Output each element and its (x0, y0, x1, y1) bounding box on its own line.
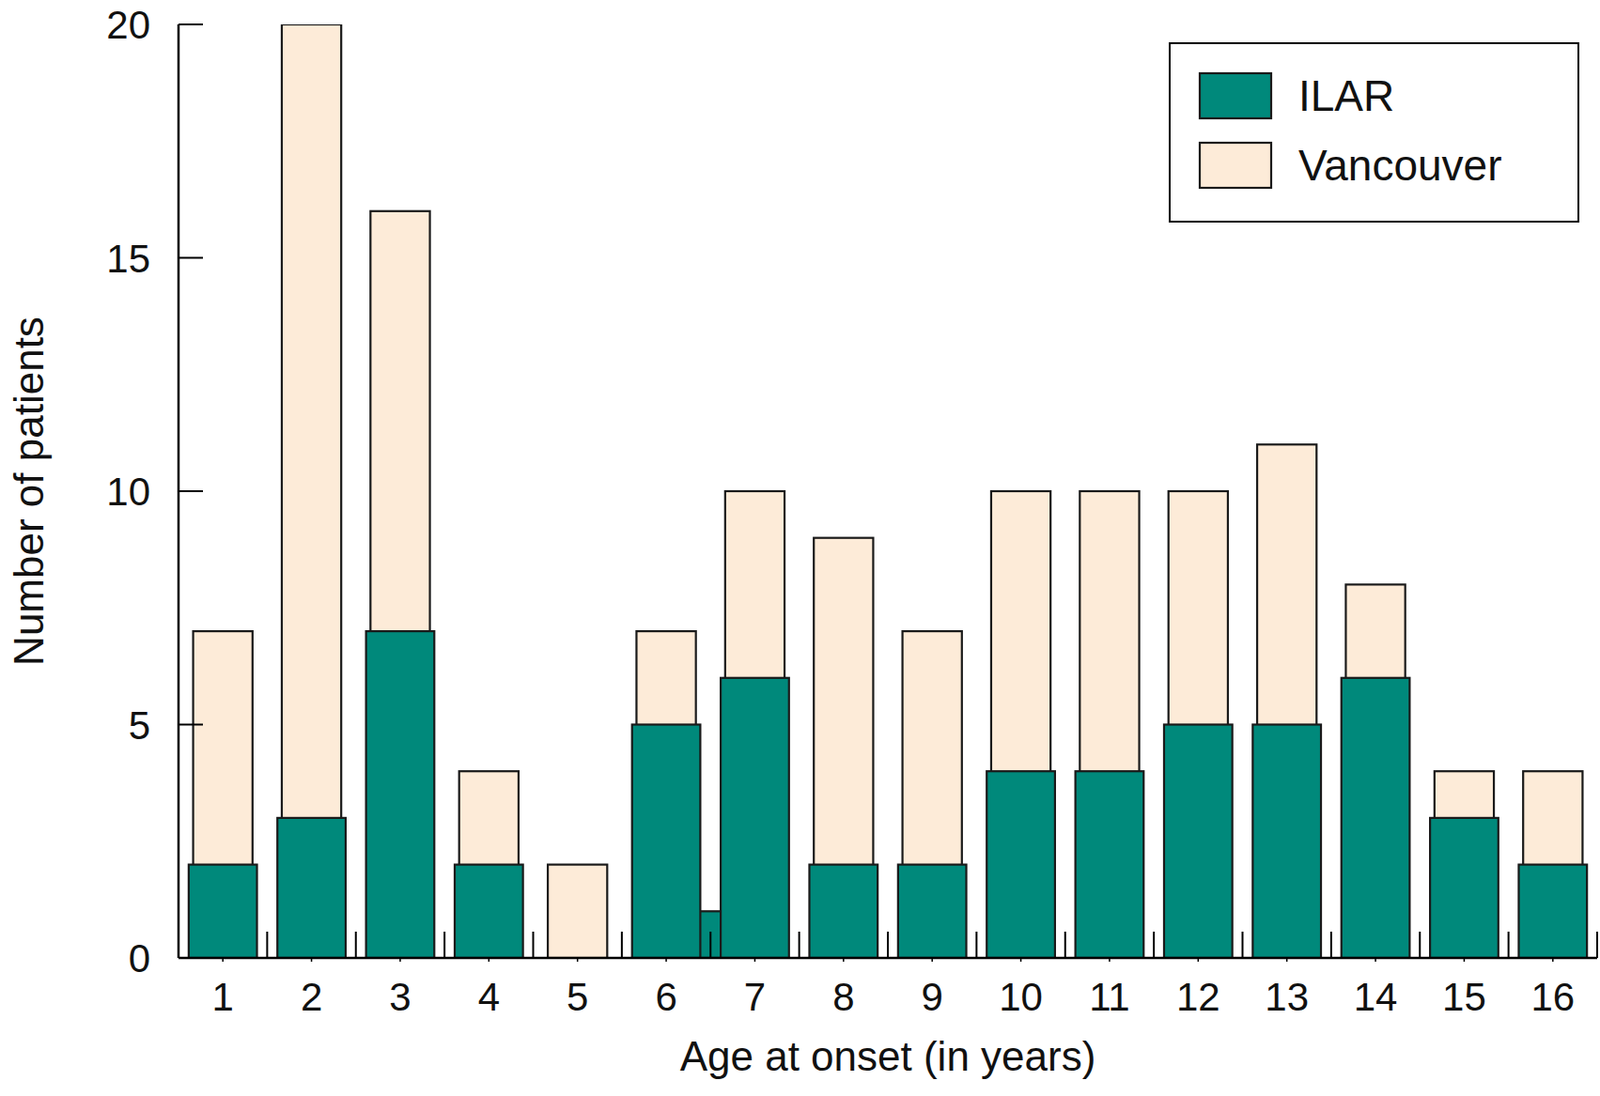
legend-swatch (1199, 73, 1272, 119)
x-tick (931, 958, 933, 963)
chart: 0510152012345678910111213141516Age at on… (0, 0, 1600, 1096)
separator (1064, 932, 1067, 959)
x-tick-label: 4 (478, 975, 500, 1020)
separator (1242, 932, 1244, 959)
x-tick-label: 13 (1264, 975, 1309, 1020)
separator (1507, 932, 1510, 959)
separator (1152, 932, 1155, 959)
x-tick-label: 5 (566, 975, 589, 1020)
x-tick (399, 958, 402, 963)
y-tick-label: 5 (128, 703, 151, 748)
x-axis-label: Age at onset (in years) (680, 1033, 1097, 1080)
y-tick-label: 15 (106, 236, 151, 281)
y-tick-label: 20 (106, 2, 151, 47)
separator (265, 932, 268, 959)
legend-label: ILAR (1298, 71, 1395, 121)
bar (547, 865, 607, 959)
y-tick (178, 724, 203, 727)
bar (277, 818, 346, 959)
x-tick (1197, 958, 1200, 963)
x-tick (310, 958, 313, 963)
y-tick (178, 257, 203, 260)
x-tick-label: 16 (1530, 975, 1575, 1020)
y-tick (178, 490, 203, 493)
bar (188, 865, 258, 959)
x-tick (221, 958, 224, 963)
x-tick (1374, 958, 1377, 963)
x-tick (754, 958, 757, 963)
x-tick-label: 15 (1442, 975, 1487, 1020)
x-tick (842, 958, 845, 963)
x-tick-label: 11 (1088, 975, 1131, 1020)
separator (975, 932, 978, 959)
bar (898, 865, 967, 959)
legend-box (1169, 43, 1579, 222)
x-tick-label: 10 (998, 975, 1043, 1020)
separator (798, 932, 801, 959)
x-tick (1020, 958, 1023, 963)
bar (1164, 725, 1233, 960)
x-tick-label: 3 (388, 975, 411, 1020)
bar (808, 865, 878, 959)
bar (454, 865, 524, 959)
separator (1418, 932, 1421, 959)
bar (1518, 865, 1587, 959)
y-tick-label: 0 (128, 936, 151, 981)
x-tick (1286, 958, 1289, 963)
bar (632, 725, 701, 960)
x-tick-label: 9 (921, 975, 944, 1020)
legend-swatch (1199, 142, 1272, 188)
x-tick-label: 6 (654, 975, 677, 1020)
separator (443, 932, 446, 959)
bar (720, 678, 790, 959)
y-tick (178, 957, 203, 960)
x-tick (488, 958, 491, 963)
bar (1075, 771, 1145, 959)
legend-label: Vancouver (1298, 140, 1503, 190)
legend: ILAR Vancouver (1169, 43, 1579, 222)
x-tick (1552, 958, 1554, 963)
x-tick (1463, 958, 1466, 963)
separator (709, 932, 712, 959)
y-tick (178, 23, 203, 26)
x-tick (665, 958, 668, 963)
separator (1330, 932, 1333, 959)
separator (886, 932, 889, 959)
separator (532, 932, 535, 959)
y-axis-label: Number of patients (5, 316, 52, 667)
bar (1341, 678, 1411, 959)
x-tick (1108, 958, 1111, 963)
separator (1596, 932, 1599, 959)
bar (1252, 725, 1321, 960)
separator (355, 932, 358, 959)
bar (1429, 818, 1499, 959)
y-tick-label: 10 (106, 469, 151, 514)
x-tick-label: 7 (744, 975, 766, 1020)
bar (366, 631, 435, 959)
bar (986, 771, 1056, 959)
x-tick-label: 1 (212, 975, 234, 1020)
x-tick-label: 2 (300, 975, 323, 1020)
x-tick-label: 8 (832, 975, 855, 1020)
separator (621, 932, 623, 959)
x-tick (576, 958, 579, 963)
bars (188, 24, 1587, 959)
x-tick-label: 12 (1176, 975, 1221, 1020)
x-tick-label: 14 (1353, 975, 1399, 1020)
